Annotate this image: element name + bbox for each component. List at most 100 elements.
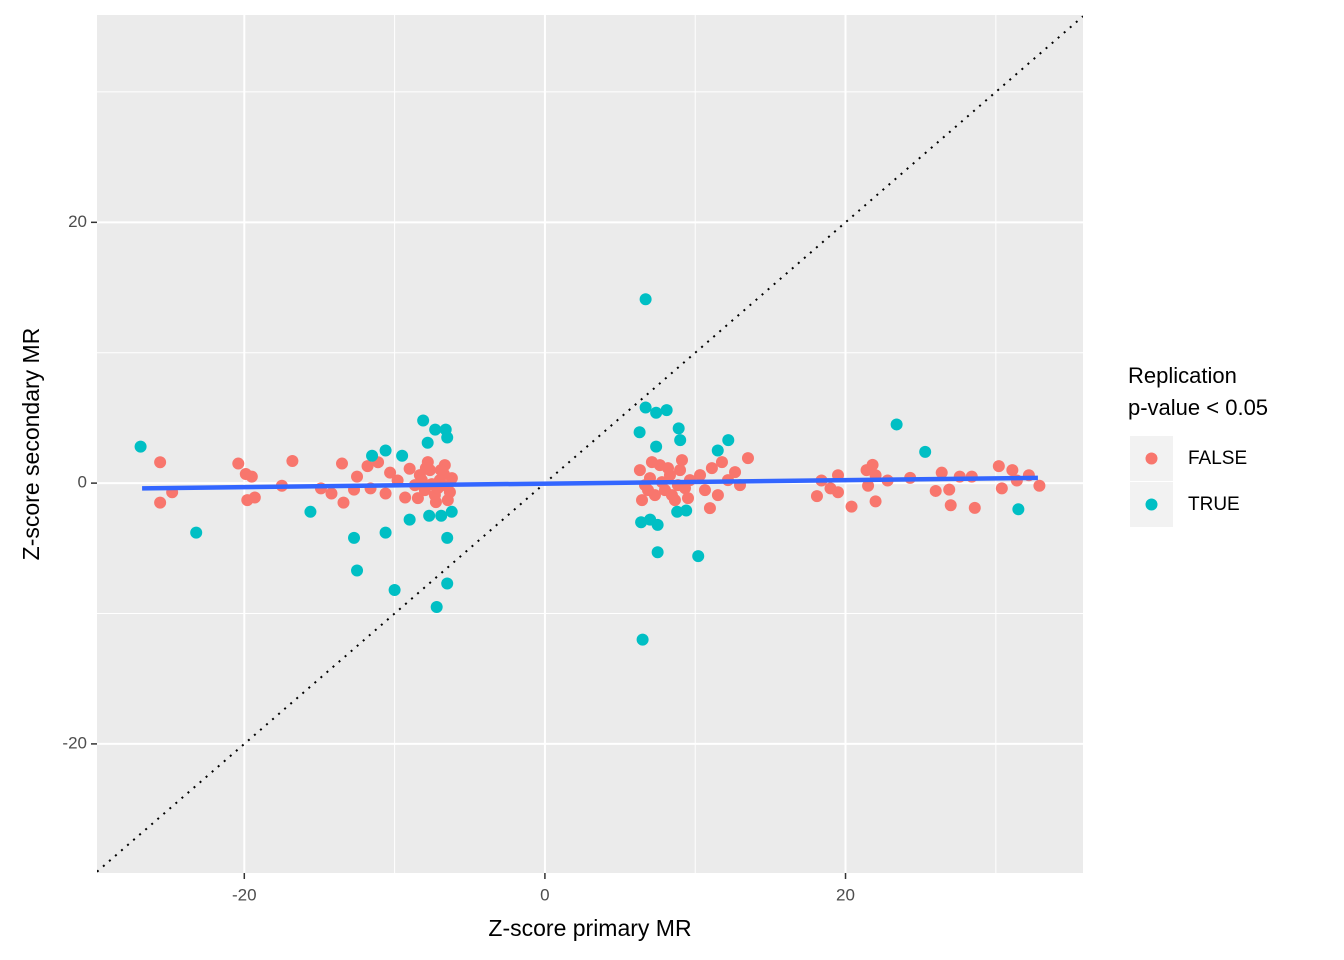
y-axis-title: Z-score secondary MR [18,328,44,561]
legend-label: FALSE [1188,448,1247,469]
legend: FALSE TRUE [1130,436,1247,527]
point [445,505,458,518]
point [423,509,436,522]
legend-marker [1145,498,1158,511]
point [635,516,648,529]
point [644,513,657,526]
point [741,452,754,465]
point [660,404,673,417]
point [417,414,430,427]
point [429,496,442,509]
point [711,444,724,457]
point [662,462,675,475]
point [636,633,649,646]
point [633,464,646,477]
point [935,466,948,479]
point [379,444,392,457]
point [379,526,392,539]
point [968,501,981,514]
point [642,484,655,497]
point [944,499,957,512]
point [729,466,742,479]
point [1006,464,1019,477]
point [366,449,379,462]
point [810,490,823,503]
y-tick-label: 0 [78,473,87,492]
point [399,491,412,504]
point [929,484,942,497]
point [1033,479,1046,492]
x-tick-label: 0 [540,885,549,904]
legend-title: Replication [1128,363,1237,388]
point [672,422,685,435]
point [232,457,245,470]
point [633,426,646,439]
point [715,456,728,469]
point [379,487,392,500]
y-tick-label: 20 [68,212,87,231]
point [680,504,693,517]
point [650,440,663,453]
point [304,505,317,518]
legend-title: p-value < 0.05 [1128,395,1268,420]
point [248,491,261,504]
point [943,483,956,496]
point [636,494,649,507]
x-tick-label: 20 [836,885,855,904]
point [430,600,443,613]
x-tick-label: -20 [232,885,257,904]
point [651,546,664,559]
plot-area [97,15,1083,873]
point [388,584,401,597]
point [674,464,687,477]
point [429,423,442,436]
point [722,434,735,447]
point [705,462,718,475]
point [703,502,716,515]
point [890,418,903,431]
point [403,513,416,526]
point [639,293,652,306]
point [245,470,258,483]
point [694,469,707,482]
point [711,489,724,502]
legend-label: TRUE [1188,494,1240,515]
point [435,509,448,522]
point [419,462,432,475]
point [832,486,845,499]
point [325,487,338,500]
point [396,449,409,462]
point [692,550,705,563]
point [134,440,147,453]
point [995,482,1008,495]
point [190,526,203,539]
point [681,492,694,505]
point [671,505,684,518]
point [351,470,364,483]
point [441,577,454,590]
point [869,495,882,508]
identity-line [97,15,1083,873]
point [441,531,454,544]
point [351,564,364,577]
x-axis-title: Z-score primary MR [488,915,691,941]
point [645,456,658,469]
point [675,454,688,467]
point [674,434,687,447]
point [862,479,875,492]
point [421,436,434,449]
legend-marker [1145,452,1158,465]
point [434,464,447,477]
point [337,496,350,509]
y-tick-label: -20 [62,733,87,752]
point [411,492,424,505]
point [154,456,167,469]
point [845,500,858,513]
point [403,462,416,475]
point [1012,503,1025,516]
point [348,531,361,544]
point [154,496,167,509]
trend-line [142,475,1038,491]
